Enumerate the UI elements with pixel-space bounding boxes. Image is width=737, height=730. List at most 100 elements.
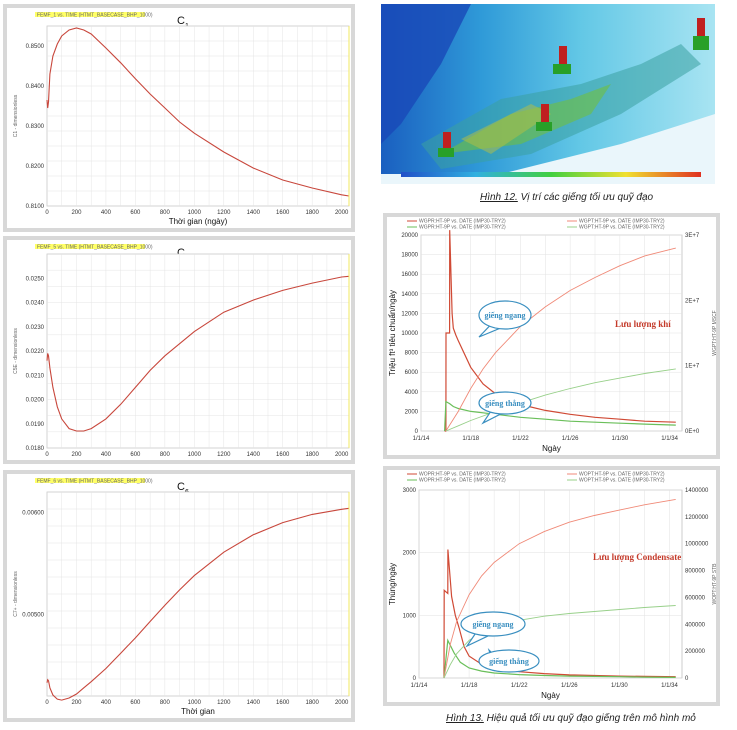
y2-tick-label: 0E+0 bbox=[685, 429, 700, 435]
gas-rate-chart-panel: WGPR:HT-9P vs. DATE (IMP30-TRY2) WGPR:HT-… bbox=[383, 213, 720, 459]
x-tick-label: 1/1/26 bbox=[562, 436, 579, 442]
y-tick-label: 12000 bbox=[401, 311, 418, 317]
x-tick-label: 800 bbox=[160, 700, 171, 706]
x-tick-label: 200 bbox=[71, 452, 82, 458]
y2-tick-label: 1000000 bbox=[685, 542, 709, 548]
legend-text: WOPR:HT-9P vs. DATE (IMP30-TRY2) bbox=[419, 478, 506, 484]
series-line bbox=[444, 230, 676, 432]
condensate-rate-chart-panel: WOPR:HT-9P vs. DATE (IMP30-TRY2) WOPR:HT-… bbox=[383, 466, 720, 706]
x-axis-label: Ngày bbox=[541, 691, 560, 700]
x-tick-label: 1000 bbox=[188, 210, 202, 216]
y-tick-label: 14000 bbox=[401, 292, 418, 298]
reservoir-3d-view bbox=[381, 4, 715, 184]
y2-axis-label: WOPT:HT-9P STB bbox=[712, 563, 716, 605]
y-tick-label: 4000 bbox=[405, 390, 419, 396]
cond-horizontal-annotation-bubble bbox=[460, 611, 526, 637]
c5-chart: FEMF_5 vs. TIME (HTMT_BASECASE_BHP_1000)… bbox=[13, 244, 350, 460]
figure-12-text: Vị trí các giếng tối ưu quỹ đạo bbox=[517, 192, 654, 203]
x-tick-label: 600 bbox=[130, 700, 141, 706]
y-tick-label: 0.0200 bbox=[26, 398, 45, 404]
x-tick-label: 1/1/22 bbox=[511, 683, 528, 689]
x-tick-label: 1400 bbox=[247, 452, 261, 458]
y2-tick-label: 800000 bbox=[685, 569, 706, 575]
y2-tick-label: 1E+7 bbox=[685, 364, 700, 370]
x-tick-label: 1/1/30 bbox=[611, 683, 628, 689]
legend-swatch bbox=[35, 12, 145, 17]
y-tick-label: 10000 bbox=[401, 331, 418, 337]
x-axis-label: Ngày bbox=[542, 444, 561, 453]
x-tick-label: 2000 bbox=[335, 452, 349, 458]
y-tick-label: 0.8100 bbox=[26, 204, 45, 210]
c6-chart-panel: FEMF_6 vs. TIME (HTMT_BASECASE_BHP_1000)… bbox=[3, 470, 355, 722]
legend-swatch bbox=[35, 478, 145, 483]
x-tick-label: 1800 bbox=[305, 700, 319, 706]
y-tick-label: 20000 bbox=[401, 233, 418, 239]
y-tick-label: 6000 bbox=[405, 370, 419, 376]
cond-vertical-annotation-text: giếng thẳng bbox=[489, 657, 529, 666]
legend-text: FEMF_5 vs. TIME (HTMT_BASECASE_BHP_1000) bbox=[37, 245, 153, 251]
x-tick-label: 1/1/30 bbox=[612, 436, 629, 442]
y2-tick-label: 2E+7 bbox=[685, 298, 700, 304]
x-tick-label: 1400 bbox=[247, 210, 261, 216]
cond-rate-label: Lưu lượng Condensate bbox=[593, 552, 681, 562]
x-tick-label: 1/1/34 bbox=[661, 436, 678, 442]
y-tick-label: 0.0230 bbox=[26, 325, 45, 331]
gas-vertical-annotation-text: giếng thẳng bbox=[485, 399, 525, 408]
legend-text: WGPT:HT-9P vs. DATE (IMP30-TRY2) bbox=[579, 219, 665, 225]
figure-13-text: Hiệu quả tối ưu quỹ đạo giếng trên mô hì… bbox=[483, 713, 696, 724]
y-axis-label: Triệu ft³ tiêu chuẩn/ngày bbox=[388, 290, 397, 376]
x-tick-label: 1/1/26 bbox=[561, 683, 578, 689]
y-tick-label: 2000 bbox=[403, 551, 417, 557]
legend-text: WOPR:HT-9P vs. DATE (IMP30-TRY2) bbox=[419, 472, 506, 478]
y2-tick-label: 400000 bbox=[685, 622, 706, 628]
x-tick-label: 1800 bbox=[305, 210, 319, 216]
gas-horizontal-annotation-text: giếng ngang bbox=[484, 311, 525, 320]
series-line bbox=[444, 400, 676, 432]
x-tick-label: 1/1/14 bbox=[411, 683, 428, 689]
y-tick-label: 0.0240 bbox=[26, 301, 45, 307]
y-tick-label: 8000 bbox=[405, 351, 419, 357]
y-tick-label: 0 bbox=[413, 676, 417, 682]
y2-tick-label: 1200000 bbox=[685, 515, 709, 521]
y2-tick-label: 0 bbox=[685, 676, 689, 682]
condensate-rate-chart: WOPR:HT-9P vs. DATE (IMP30-TRY2)WOPR:HT-… bbox=[388, 472, 716, 701]
c5-chart-panel: FEMF_5 vs. TIME (HTMT_BASECASE_BHP_1000)… bbox=[3, 236, 355, 464]
figure-12-caption: Hình 12. Vị trí các giếng tối ưu quỹ đạo bbox=[480, 192, 653, 203]
x-tick-label: 800 bbox=[160, 210, 171, 216]
x-tick-label: 1800 bbox=[305, 452, 319, 458]
c1-chart: FEMF_1 vs. TIME (HTMT_BASECASE_BHP_1000)… bbox=[13, 12, 350, 226]
y2-tick-label: 1400000 bbox=[685, 488, 709, 494]
x-tick-label: 1000 bbox=[188, 452, 202, 458]
x-tick-label: 400 bbox=[101, 700, 112, 706]
y-tick-label: 0.00600 bbox=[22, 510, 44, 516]
y-tick-label: 1000 bbox=[403, 613, 417, 619]
cond-vertical-annotation-bubble bbox=[478, 649, 540, 673]
y2-tick-label: 600000 bbox=[685, 595, 706, 601]
reservoir-3d-image bbox=[381, 4, 715, 177]
figure-12-label: Hình 12. bbox=[480, 192, 518, 203]
y-tick-label: 0.8400 bbox=[26, 84, 45, 90]
x-tick-label: 0 bbox=[45, 210, 49, 216]
gas-rate-chart: WGPR:HT-9P vs. DATE (IMP30-TRY2)WGPR:HT-… bbox=[388, 219, 716, 454]
legend-text: WOPT:HT-9P vs. DATE (IMP30-TRY2) bbox=[579, 478, 665, 484]
y-tick-label: 0.0180 bbox=[26, 446, 45, 452]
figure-13-caption: Hình 13. Hiệu quả tối ưu quỹ đạo giếng t… bbox=[446, 713, 696, 724]
cond-horizontal-annotation-text: giếng ngang bbox=[472, 620, 513, 629]
data-line bbox=[46, 507, 350, 701]
x-tick-label: 2000 bbox=[335, 700, 349, 706]
plot-area bbox=[418, 489, 683, 679]
y-tick-label: 16000 bbox=[401, 272, 418, 278]
data-line bbox=[46, 275, 350, 432]
series-line bbox=[445, 247, 676, 432]
series-line bbox=[443, 549, 676, 679]
y-tick-label: 0.0190 bbox=[26, 422, 45, 428]
x-tick-label: 1200 bbox=[217, 700, 231, 706]
x-tick-label: 1600 bbox=[276, 452, 290, 458]
x-tick-label: 400 bbox=[101, 452, 112, 458]
x-tick-label: 2000 bbox=[335, 210, 349, 216]
x-tick-label: 600 bbox=[130, 210, 141, 216]
y-tick-label: 0.00500 bbox=[22, 612, 44, 618]
legend-text: WGPT:HT-9P vs. DATE (IMP30-TRY2) bbox=[579, 225, 665, 231]
legend-text: WOPT:HT-9P vs. DATE (IMP30-TRY2) bbox=[579, 472, 665, 478]
legend-text: WGPR:HT-9P vs. DATE (IMP30-TRY2) bbox=[419, 219, 506, 225]
